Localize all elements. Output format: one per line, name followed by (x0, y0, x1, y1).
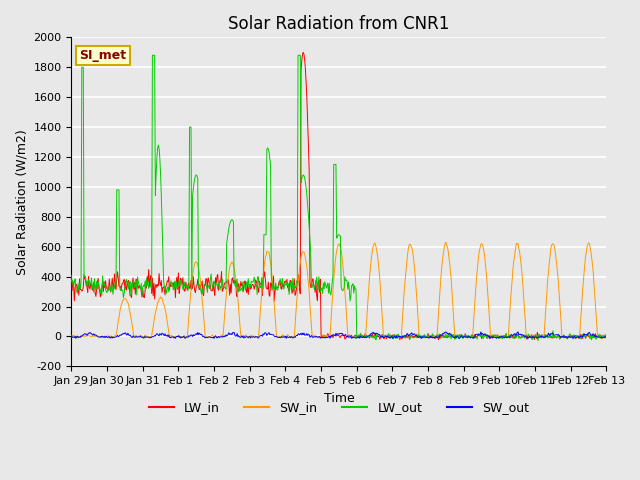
Title: Solar Radiation from CNR1: Solar Radiation from CNR1 (228, 15, 450, 33)
Text: SI_met: SI_met (79, 49, 127, 62)
X-axis label: Time: Time (324, 392, 355, 405)
Legend: LW_in, SW_in, LW_out, SW_out: LW_in, SW_in, LW_out, SW_out (143, 396, 534, 420)
Y-axis label: Solar Radiation (W/m2): Solar Radiation (W/m2) (15, 129, 28, 275)
